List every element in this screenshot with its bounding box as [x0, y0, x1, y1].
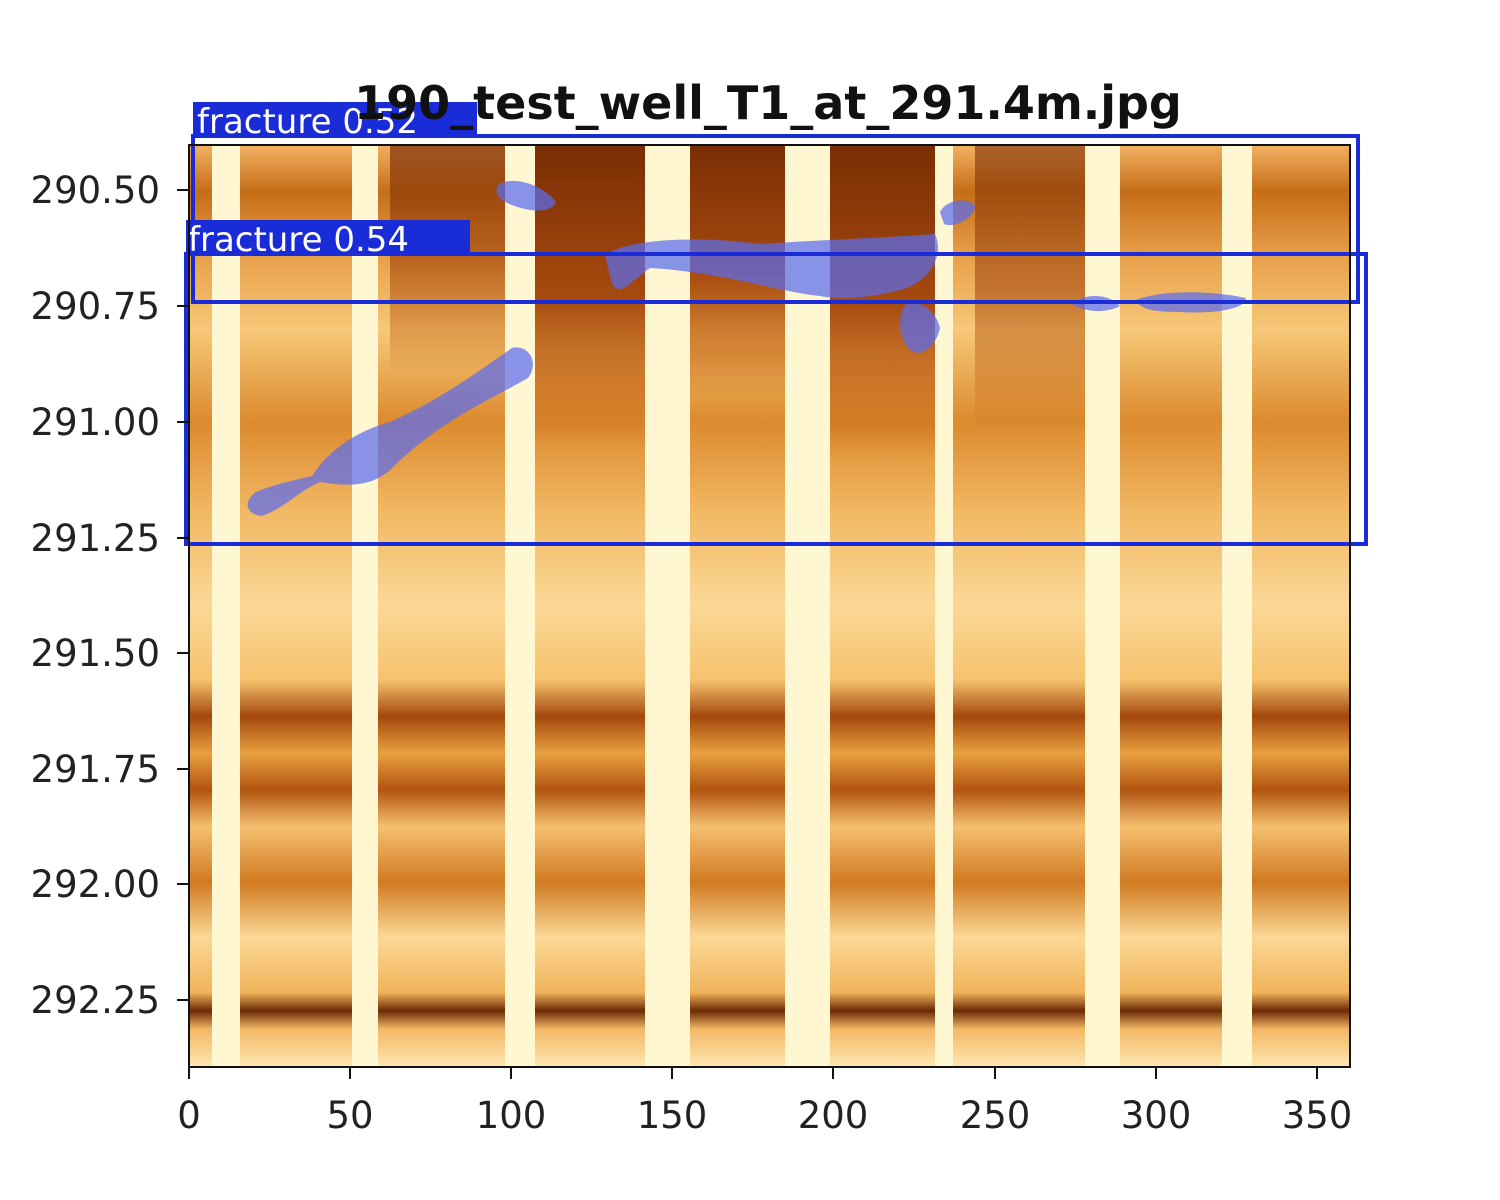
fracture-mask-drop	[900, 302, 940, 353]
figure-title: 190_test_well_T1_at_291.4m.jpg	[354, 76, 1182, 130]
x-tick-label: 250	[960, 1094, 1031, 1137]
y-tick-label: 292.00	[31, 863, 160, 906]
detection-box-fracture-2	[184, 252, 1368, 546]
detection-label-2: fracture 0.54	[186, 220, 470, 260]
detection-label-text-1: fracture 0.52	[197, 102, 418, 142]
fracture-mask-right	[940, 200, 976, 226]
fracture-mask-upper	[605, 234, 939, 298]
x-tick-label: 300	[1121, 1094, 1192, 1137]
detection-label-text-2: fracture 0.54	[188, 220, 409, 260]
y-tick-label: 291.50	[31, 632, 160, 675]
y-tick-label: 291.75	[31, 748, 160, 791]
x-tick-label: 0	[177, 1094, 201, 1137]
x-tick-label: 50	[326, 1094, 373, 1137]
y-tick-label: 291.00	[31, 401, 160, 444]
x-tick-label: 350	[1282, 1094, 1353, 1137]
y-tick-label: 292.25	[31, 979, 160, 1022]
fracture-mask-diagonal	[247, 347, 533, 516]
plot-frame	[188, 144, 1351, 1068]
y-tick-label: 290.50	[31, 169, 160, 212]
x-tick-label: 200	[798, 1094, 869, 1137]
fracture-masks	[247, 180, 1246, 516]
x-tick-label: 150	[637, 1094, 708, 1137]
y-tick-label: 290.75	[31, 285, 160, 328]
y-tick-labels: 290.50 290.75 291.00 291.25 291.50 291.7…	[31, 169, 160, 1022]
x-tick-labels: 0 50 100 150 200 250 300 350	[177, 1094, 1352, 1137]
fracture-mask-left	[496, 180, 556, 211]
x-tick-label: 100	[476, 1094, 547, 1137]
detection-box-fracture-1	[191, 134, 1360, 304]
detection-label-1: fracture 0.52	[193, 102, 477, 142]
y-tick-label: 291.25	[31, 517, 160, 560]
